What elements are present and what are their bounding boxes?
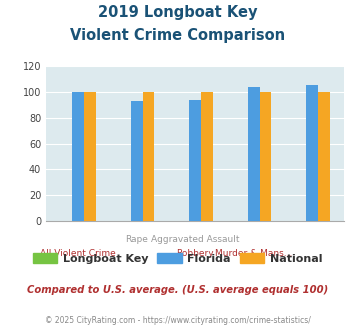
- Text: Murder & Mans...: Murder & Mans...: [215, 249, 293, 258]
- Text: Rape: Rape: [125, 235, 148, 244]
- Text: All Violent Crime: All Violent Crime: [40, 249, 116, 258]
- Bar: [84, 92, 96, 221]
- Text: © 2025 CityRating.com - https://www.cityrating.com/crime-statistics/: © 2025 CityRating.com - https://www.city…: [45, 316, 310, 325]
- Bar: [248, 87, 260, 221]
- Bar: [72, 92, 84, 221]
- Legend: Longboat Key, Florida, National: Longboat Key, Florida, National: [28, 248, 327, 268]
- Bar: [318, 92, 330, 221]
- Bar: [143, 92, 154, 221]
- Text: Violent Crime Comparison: Violent Crime Comparison: [70, 28, 285, 43]
- Text: Compared to U.S. average. (U.S. average equals 100): Compared to U.S. average. (U.S. average …: [27, 285, 328, 295]
- Bar: [190, 100, 201, 221]
- Bar: [306, 85, 318, 221]
- Bar: [260, 92, 271, 221]
- Text: Robbery: Robbery: [176, 249, 214, 258]
- Text: 2019 Longboat Key: 2019 Longboat Key: [98, 5, 257, 20]
- Bar: [201, 92, 213, 221]
- Bar: [131, 101, 143, 221]
- Text: Aggravated Assault: Aggravated Assault: [151, 235, 240, 244]
